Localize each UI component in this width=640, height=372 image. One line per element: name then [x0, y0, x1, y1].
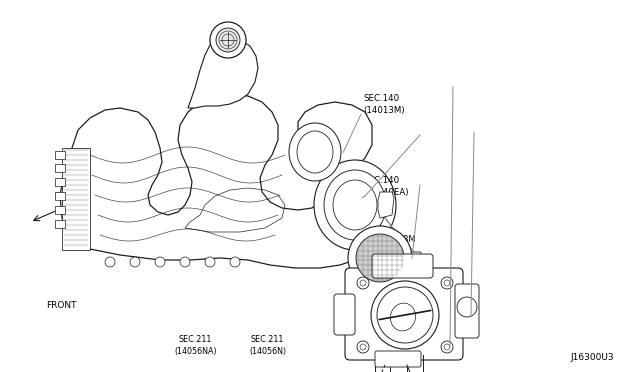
FancyBboxPatch shape — [455, 284, 479, 338]
Circle shape — [357, 341, 369, 353]
Text: 16298M: 16298M — [381, 235, 416, 244]
Ellipse shape — [333, 180, 377, 230]
Text: FRONT: FRONT — [46, 301, 77, 310]
Text: J16300U3: J16300U3 — [571, 353, 614, 362]
Circle shape — [371, 281, 439, 349]
FancyBboxPatch shape — [372, 254, 433, 278]
Circle shape — [105, 257, 115, 267]
Bar — [55, 151, 65, 159]
Text: SEC.211
(14056NA): SEC.211 (14056NA) — [174, 335, 216, 356]
FancyBboxPatch shape — [334, 294, 355, 335]
Circle shape — [444, 280, 450, 286]
Circle shape — [357, 277, 369, 289]
FancyBboxPatch shape — [411, 252, 421, 264]
Circle shape — [356, 234, 404, 282]
Polygon shape — [188, 38, 258, 108]
Bar — [55, 220, 65, 228]
Bar — [55, 192, 65, 200]
Ellipse shape — [324, 170, 386, 240]
Circle shape — [444, 344, 450, 350]
Circle shape — [377, 287, 433, 343]
Circle shape — [457, 297, 477, 317]
Polygon shape — [60, 94, 375, 268]
Circle shape — [210, 22, 246, 58]
Text: SEC.211
(14056N): SEC.211 (14056N) — [249, 335, 286, 356]
Circle shape — [441, 277, 453, 289]
Text: SEC.140
(14013M): SEC.140 (14013M) — [364, 94, 405, 115]
Bar — [55, 206, 65, 214]
Circle shape — [441, 341, 453, 353]
Circle shape — [180, 257, 190, 267]
Circle shape — [130, 257, 140, 267]
Ellipse shape — [314, 160, 396, 250]
Circle shape — [360, 344, 366, 350]
Bar — [55, 178, 65, 186]
Ellipse shape — [289, 123, 341, 181]
Circle shape — [230, 257, 240, 267]
Circle shape — [360, 280, 366, 286]
Polygon shape — [378, 192, 394, 218]
Ellipse shape — [297, 131, 333, 173]
Circle shape — [205, 257, 215, 267]
Text: SEC.140
(14040EA): SEC.140 (14040EA) — [364, 176, 409, 197]
Circle shape — [216, 28, 240, 52]
Circle shape — [348, 226, 412, 290]
Bar — [62, 148, 90, 250]
Circle shape — [155, 257, 165, 267]
Text: 16292M: 16292M — [381, 281, 416, 290]
FancyBboxPatch shape — [345, 268, 463, 360]
Bar — [55, 164, 65, 172]
FancyBboxPatch shape — [375, 351, 421, 367]
